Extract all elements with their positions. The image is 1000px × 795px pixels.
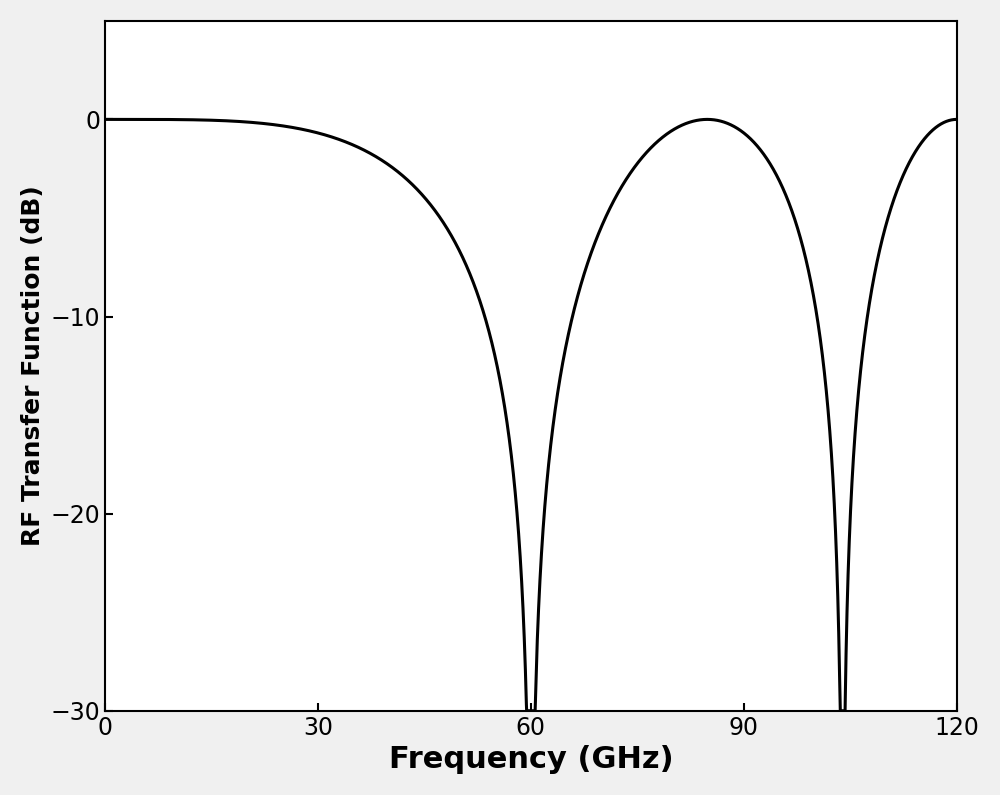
Y-axis label: RF Transfer Function (dB): RF Transfer Function (dB) (21, 185, 45, 546)
X-axis label: Frequency (GHz): Frequency (GHz) (389, 745, 673, 774)
